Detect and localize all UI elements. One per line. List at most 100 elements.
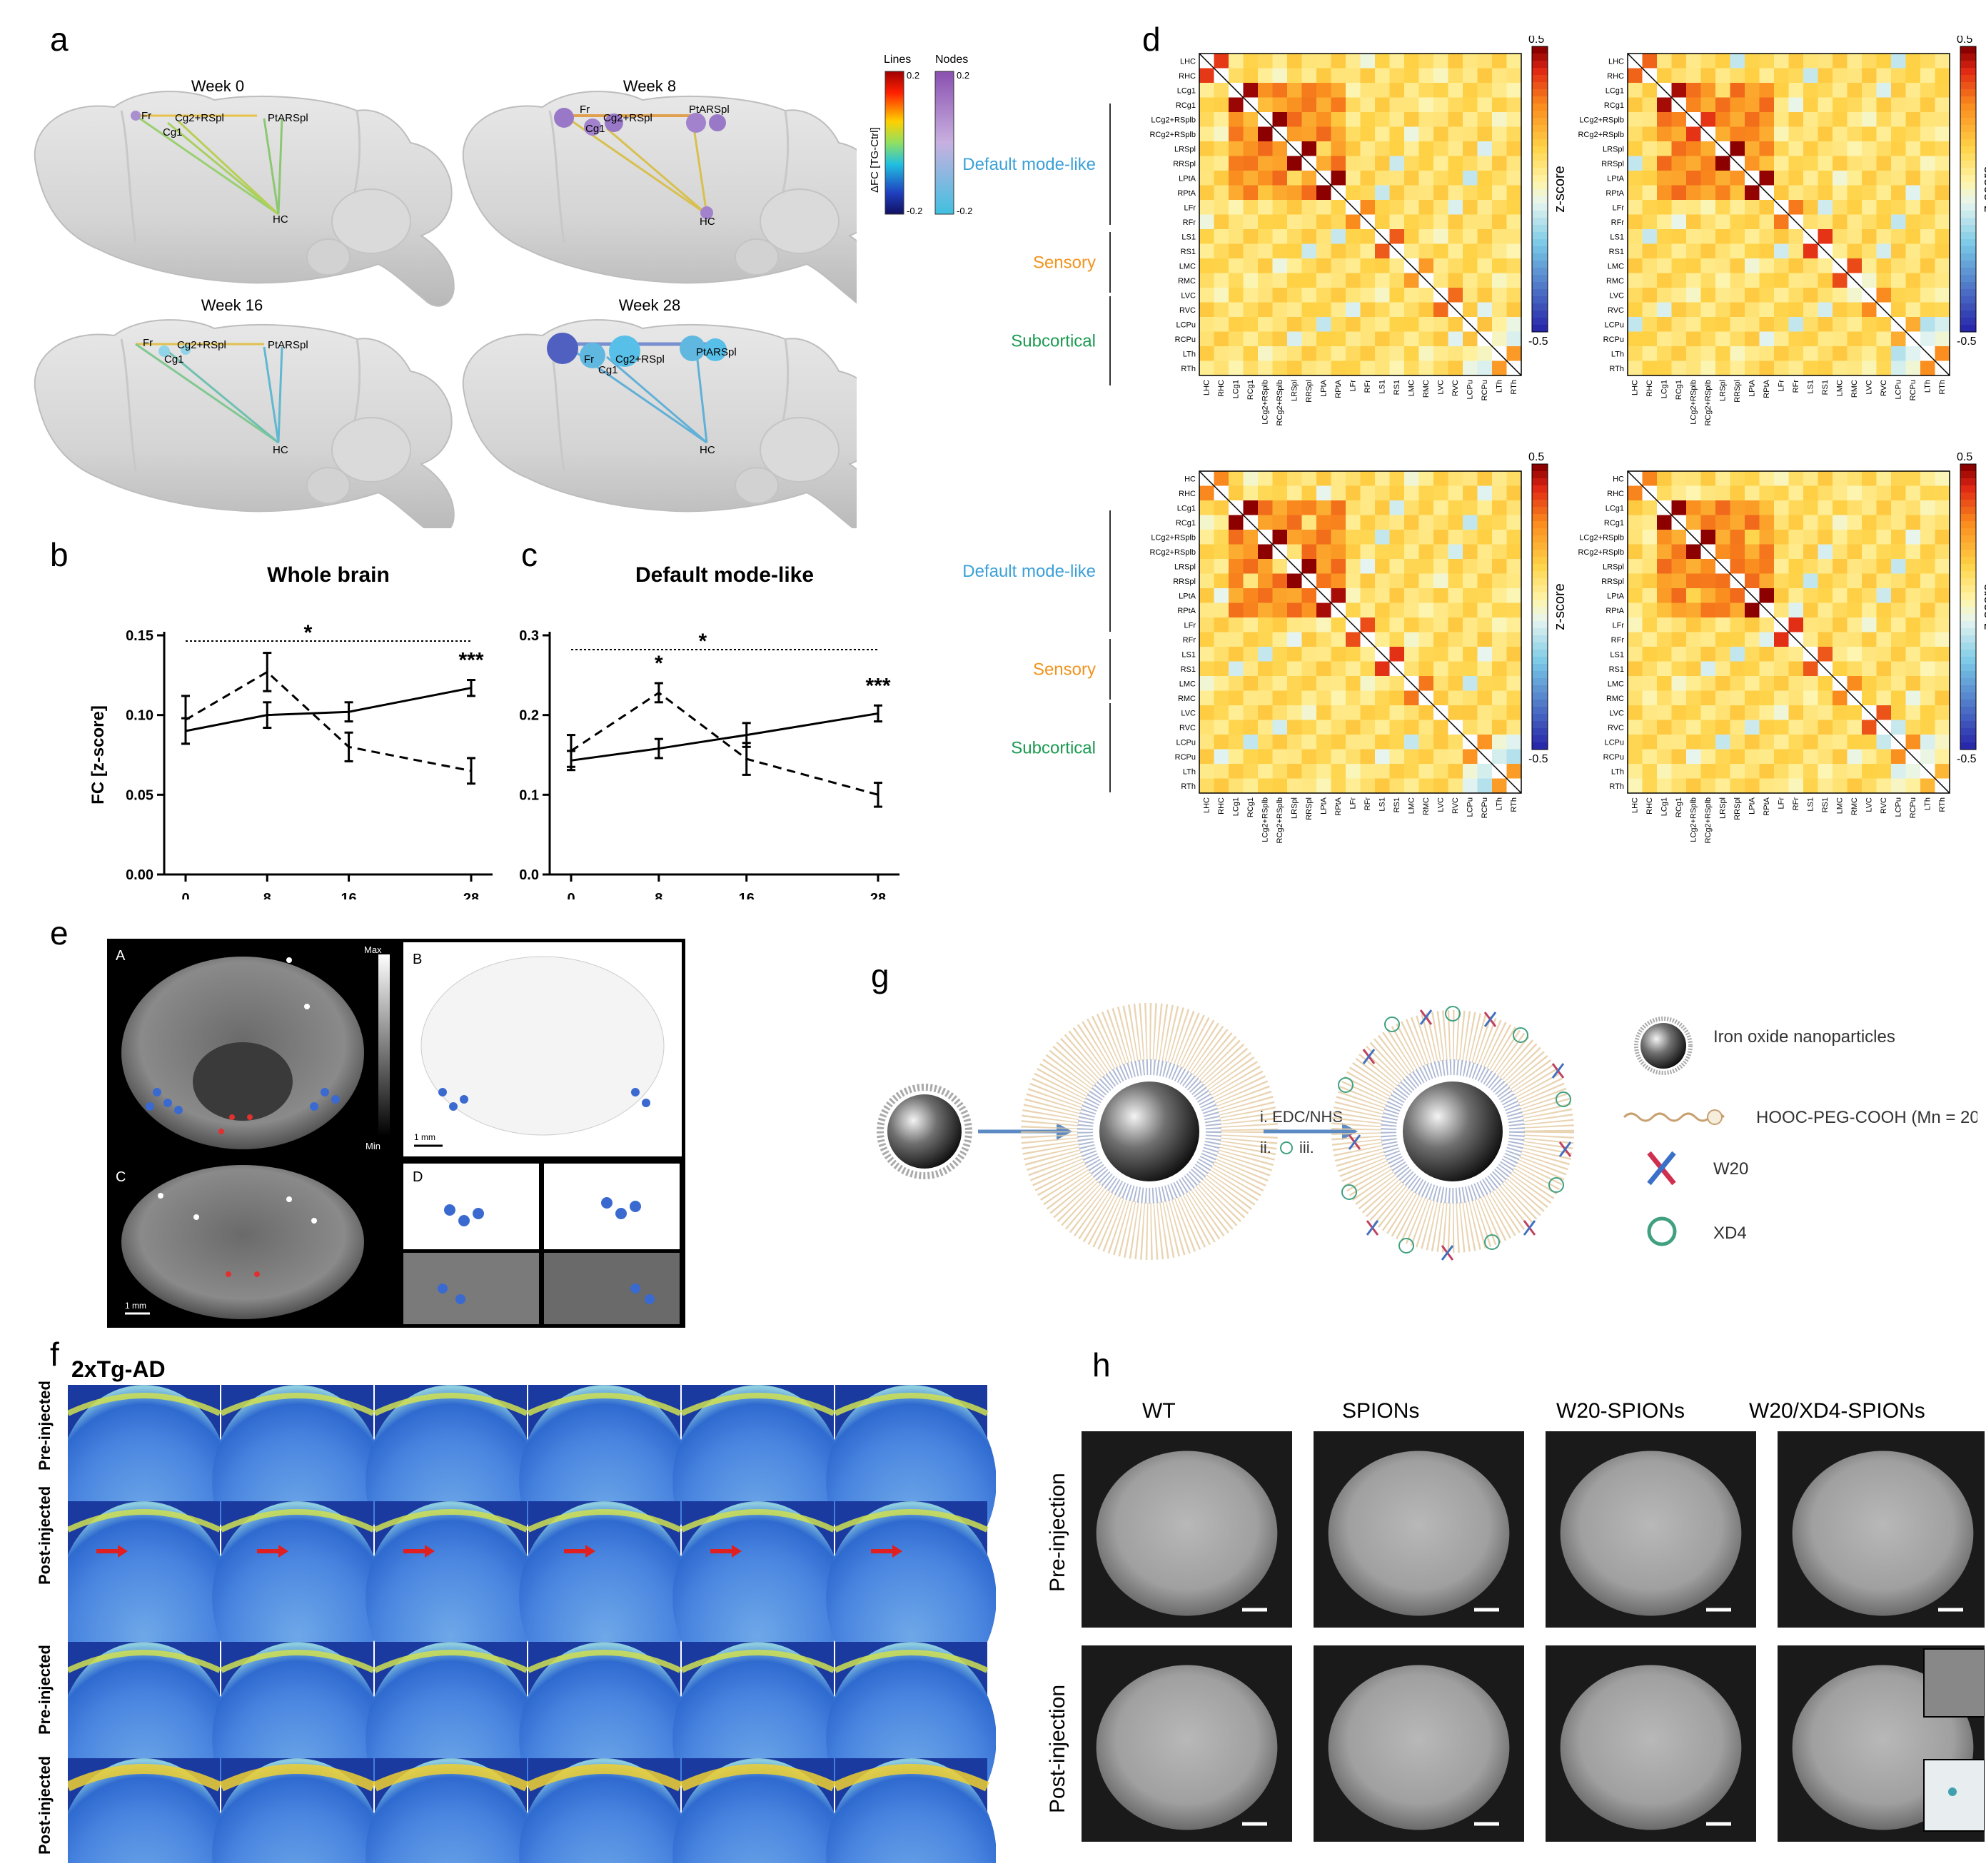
- heatmap-cell: [1671, 331, 1686, 346]
- heatmap-cell: [1657, 302, 1672, 317]
- heatmap-cell: [1891, 243, 1906, 258]
- heatmap-cell: [1920, 200, 1935, 215]
- heatmap-cell: [1628, 764, 1643, 779]
- heatmap-cell: [1477, 720, 1492, 735]
- heatmap-cell: [1360, 229, 1375, 244]
- heatmap-cell: [1876, 185, 1891, 200]
- heatmap-cell: [1862, 778, 1877, 793]
- heatmap-cell: [1730, 500, 1745, 515]
- heatmap-cell: [1657, 141, 1672, 156]
- heatmap-cell: [1375, 331, 1390, 346]
- heatmap-cell: [1788, 515, 1803, 530]
- colorbar-segment: [1532, 303, 1548, 311]
- heatmap-cell: [1700, 68, 1715, 83]
- heatmap-cell: [1876, 735, 1891, 750]
- heatmap-cell: [1229, 676, 1244, 691]
- heatmap-cell: [1774, 112, 1789, 127]
- heatmap-cell: [1360, 559, 1375, 574]
- heatmap-cell: [1360, 661, 1375, 676]
- mri-slice: [366, 1758, 536, 1863]
- heatmap-cell: [1243, 112, 1258, 127]
- heatmap-cell: [1788, 112, 1803, 127]
- heatmap-cell: [1935, 97, 1950, 112]
- heatmap-cell: [1287, 647, 1302, 662]
- heatmap-cell: [1418, 346, 1433, 361]
- heatmap-cell: [1258, 749, 1273, 764]
- heatmap-cell: [1506, 617, 1521, 632]
- heatmap-cell: [1199, 661, 1214, 676]
- heatmap-cell: [1715, 690, 1730, 705]
- heatmap-cell: [1774, 735, 1789, 750]
- heatmap-cell: [1745, 559, 1760, 574]
- heatmap-cell: [1346, 500, 1361, 515]
- heatmap-cell: [1657, 617, 1672, 632]
- heatmap-cell: [1258, 214, 1273, 229]
- heatmap-cell: [1774, 530, 1789, 545]
- heatmap-cell: [1715, 126, 1730, 141]
- heatmap-cell: [1935, 346, 1950, 361]
- mri-slice: [68, 1758, 229, 1863]
- heatmap-row-label: RFr: [1183, 218, 1196, 227]
- heatmap-diagonal: [1627, 53, 1950, 376]
- row-label-post-injected-tg: Post-injected: [36, 1486, 54, 1585]
- heatmap-cell: [1331, 720, 1346, 735]
- node-label-cg2rspl-w8: Cg2+RSpl: [603, 112, 652, 124]
- node-label-cg1-w16: Cg1: [164, 353, 184, 365]
- heatmap-cell: [1506, 749, 1521, 764]
- heatmap-cell: [1214, 705, 1229, 720]
- heatmap-cell: [1492, 676, 1507, 691]
- heatmap-cell: [1287, 632, 1302, 647]
- heatmap-cell: [1346, 214, 1361, 229]
- heatmap-cell: [1346, 112, 1361, 127]
- heatmap-cell: [1715, 346, 1730, 361]
- heatmap-cell: [1657, 317, 1672, 332]
- heatmap-cell: [1759, 288, 1774, 303]
- heatmap-cell: [1788, 83, 1803, 98]
- mri-slice: [1792, 1451, 1974, 1616]
- heatmap-cell: [1905, 112, 1920, 127]
- heatmap-col-label: RHC: [1645, 380, 1654, 397]
- heatmap-cell: [1745, 68, 1760, 83]
- heatmap-cell: [1642, 705, 1657, 720]
- heatmap-cell: [1833, 588, 1848, 603]
- heatmap-cell: [1686, 83, 1701, 98]
- heatmap-cell: [1642, 317, 1657, 332]
- heatmap-cell: [1389, 735, 1404, 750]
- colorbar-label: z-score: [1980, 166, 1986, 213]
- heatmap-cell: [1862, 214, 1877, 229]
- heatmap-cell: [1477, 126, 1492, 141]
- heatmap-cell: [1433, 778, 1448, 793]
- heatmap-cell: [1628, 485, 1643, 500]
- heatmap-cell: [1272, 559, 1287, 574]
- heatmap-cell: [1214, 302, 1229, 317]
- heatmap-cell: [1715, 54, 1730, 69]
- heatmap-cell: [1389, 258, 1404, 273]
- heatmap-cell: [1389, 602, 1404, 617]
- heatmap-cell: [1243, 200, 1258, 215]
- col-label-spions: SPIONs: [1342, 1399, 1420, 1423]
- heatmap-cell: [1774, 141, 1789, 156]
- heatmap-cell: [1745, 485, 1760, 500]
- heatmap-cell: [1346, 573, 1361, 588]
- heatmap-cell: [1891, 573, 1906, 588]
- colorbar-segment: [1532, 132, 1548, 140]
- heatmap-row-label: LS1: [1181, 650, 1196, 659]
- heatmap-cell: [1346, 530, 1361, 545]
- heatmap-cell: [1418, 749, 1433, 764]
- heatmap-cell: [1346, 258, 1361, 273]
- heatmap-cell: [1833, 156, 1848, 171]
- colorbar-segment: [1960, 607, 1976, 615]
- heatmap-cell: [1642, 141, 1657, 156]
- heatmap-cell: [1876, 331, 1891, 346]
- heatmap-cell: [1477, 258, 1492, 273]
- heatmap-row-label: RTh: [1181, 365, 1196, 373]
- colorbar-segment: [1960, 728, 1976, 736]
- heatmap-cell: [1759, 720, 1774, 735]
- heatmap-cell: [1301, 68, 1316, 83]
- heatmap-cell: [1448, 749, 1463, 764]
- heatmap-row-label: RCPu: [1175, 753, 1196, 762]
- heatmap-cell: [1847, 288, 1862, 303]
- colorbar-segment: [1960, 692, 1976, 700]
- heatmap-cell: [1331, 647, 1346, 662]
- heatmap-diagonal: [1199, 470, 1522, 794]
